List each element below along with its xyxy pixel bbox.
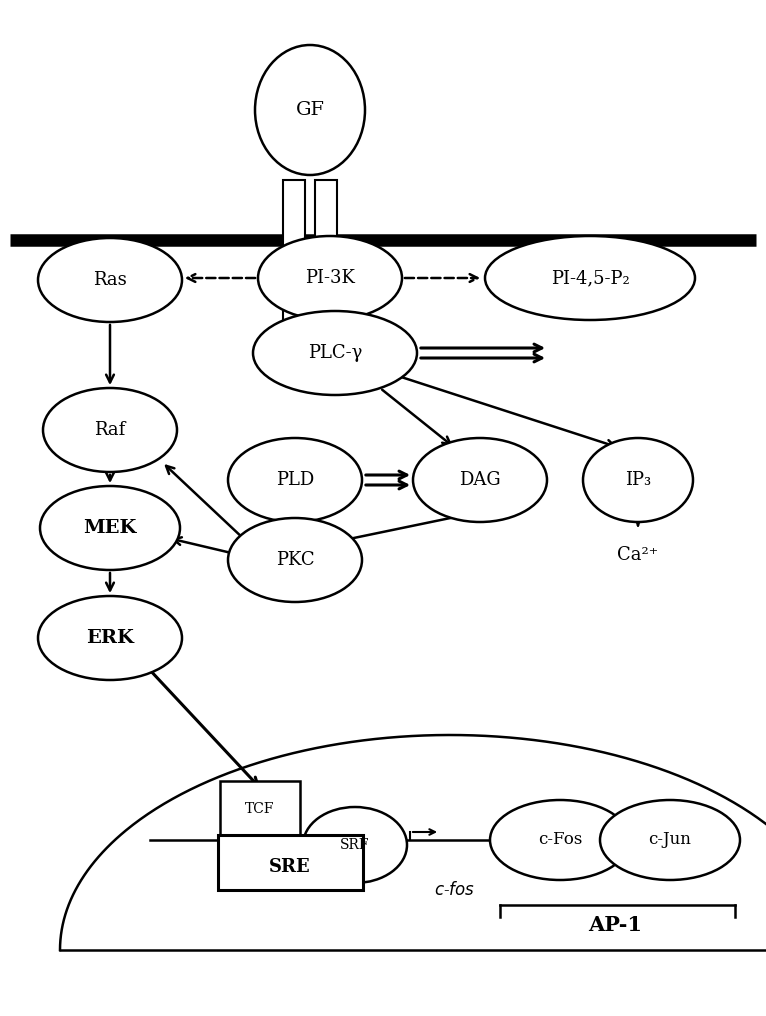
Ellipse shape xyxy=(600,800,740,880)
Text: MEK: MEK xyxy=(83,519,136,537)
Text: AP-1: AP-1 xyxy=(588,915,642,935)
Ellipse shape xyxy=(413,438,547,522)
Text: ERK: ERK xyxy=(86,629,134,647)
Text: PI-3K: PI-3K xyxy=(305,269,355,287)
Text: Raf: Raf xyxy=(94,421,126,439)
Ellipse shape xyxy=(43,388,177,472)
Ellipse shape xyxy=(303,807,407,883)
Text: PI-4,5-P₂: PI-4,5-P₂ xyxy=(551,269,630,287)
Ellipse shape xyxy=(490,800,630,880)
Text: c-Jun: c-Jun xyxy=(649,831,692,848)
Ellipse shape xyxy=(38,596,182,680)
Ellipse shape xyxy=(253,311,417,395)
Text: PKC: PKC xyxy=(276,551,314,569)
Text: PLC-γ: PLC-γ xyxy=(308,344,362,362)
Text: SRE: SRE xyxy=(269,858,311,876)
Bar xyxy=(315,180,337,320)
Ellipse shape xyxy=(228,438,362,522)
Ellipse shape xyxy=(583,438,693,522)
Ellipse shape xyxy=(228,518,362,602)
Ellipse shape xyxy=(38,238,182,322)
Ellipse shape xyxy=(485,236,695,320)
Text: Ca²⁺: Ca²⁺ xyxy=(617,546,659,564)
Text: GF: GF xyxy=(296,101,325,119)
Text: $\mathit{c}$-$\mathit{fos}$: $\mathit{c}$-$\mathit{fos}$ xyxy=(434,881,476,899)
Text: PLD: PLD xyxy=(276,471,314,489)
Text: c-Fos: c-Fos xyxy=(538,831,582,848)
Text: IP₃: IP₃ xyxy=(625,471,651,489)
Bar xyxy=(283,180,305,320)
Text: TCF: TCF xyxy=(245,802,275,816)
Text: SRF: SRF xyxy=(340,838,370,852)
Ellipse shape xyxy=(40,486,180,570)
Bar xyxy=(220,781,300,849)
Text: DAG: DAG xyxy=(459,471,501,489)
Ellipse shape xyxy=(255,45,365,175)
Text: Ras: Ras xyxy=(93,271,127,289)
Bar xyxy=(218,834,362,889)
Ellipse shape xyxy=(258,236,402,320)
